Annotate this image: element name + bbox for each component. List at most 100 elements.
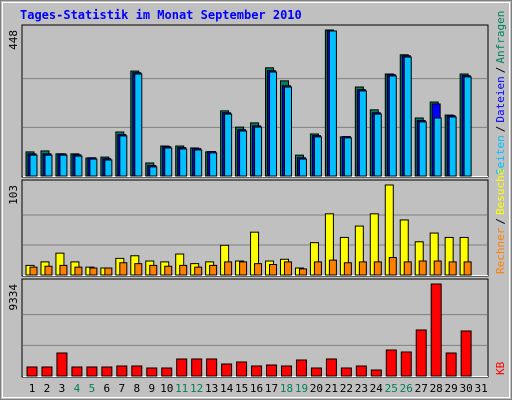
bar: [358, 261, 367, 276]
bar: [283, 261, 292, 276]
x-tick-label: 19: [295, 382, 308, 395]
bar: [44, 154, 53, 177]
x-tick-label: 12: [190, 382, 203, 395]
bar: [179, 264, 188, 276]
x-tick-label: 28: [430, 382, 443, 395]
bar: [134, 73, 143, 177]
bar: [194, 149, 203, 177]
bar: [191, 358, 203, 377]
bar: [161, 367, 173, 377]
bar: [355, 365, 367, 377]
bar: [418, 121, 427, 177]
bar: [310, 367, 322, 377]
bar: [433, 260, 442, 276]
x-tick-label: 17: [265, 382, 278, 395]
bar: [104, 267, 113, 276]
x-tick-label: 26: [400, 382, 413, 395]
bar: [239, 130, 248, 177]
bar: [295, 359, 307, 377]
x-tick-label: 23: [355, 382, 368, 395]
bar: [176, 358, 188, 377]
y-tick-label: 9334: [7, 284, 20, 311]
x-tick-label: 14: [220, 382, 234, 395]
bar: [56, 352, 68, 377]
bar: [164, 147, 173, 177]
bar: [146, 367, 158, 377]
bar: [86, 366, 98, 377]
bar: [74, 266, 83, 276]
x-tick-label: 31: [474, 382, 487, 395]
x-tick-label: 20: [310, 382, 323, 395]
x-tick-label: 3: [59, 382, 66, 395]
x-tick-label: 22: [340, 382, 353, 395]
bar: [415, 329, 427, 377]
bar: [283, 86, 292, 177]
x-tick-label: 7: [119, 382, 126, 395]
legend-entry: Seiten: [494, 135, 507, 175]
panel: [21, 278, 489, 378]
bar: [433, 117, 442, 177]
y-tick-label: 448: [7, 30, 20, 50]
x-tick-label: 1: [29, 382, 36, 395]
bar: [59, 154, 68, 177]
legend-separator: /: [494, 126, 507, 133]
bar: [403, 56, 412, 177]
x-tick-label: 30: [460, 382, 473, 395]
bar: [358, 90, 367, 177]
x-tick-label: 18: [280, 382, 293, 395]
legend-separator: /: [494, 218, 507, 225]
bar: [101, 366, 113, 377]
bar: [29, 154, 38, 177]
bar: [149, 264, 158, 276]
bar: [448, 116, 457, 177]
bar: [280, 365, 292, 377]
bar: [236, 361, 248, 377]
bar: [325, 358, 337, 377]
bar: [59, 264, 68, 276]
bar: [254, 126, 263, 177]
legend-entry: Besuche: [494, 169, 507, 215]
bar: [29, 266, 38, 276]
bar: [385, 349, 397, 377]
legend-entry: Dateien: [494, 76, 507, 122]
bar: [445, 352, 457, 377]
bar: [209, 152, 218, 177]
x-tick-label: 6: [104, 382, 111, 395]
x-tick-label: 24: [370, 382, 384, 395]
x-tick-label: 9: [148, 382, 155, 395]
bar: [89, 267, 98, 276]
x-tick-label: 10: [160, 382, 173, 395]
bar: [179, 148, 188, 177]
bar: [418, 260, 427, 276]
bar: [74, 155, 83, 177]
bar: [448, 261, 457, 276]
bar: [298, 158, 307, 177]
bar: [119, 135, 128, 177]
bar: [400, 351, 412, 377]
bar: [221, 363, 233, 377]
bar: [164, 265, 173, 276]
chart-title: Tages-Statistik im Monat September 2010: [20, 8, 302, 22]
bar: [343, 262, 352, 276]
x-tick-label: 4: [74, 382, 81, 395]
x-tick-label: 13: [205, 382, 218, 395]
bar: [463, 76, 472, 177]
legend-entry: Rechner: [494, 227, 507, 274]
bar: [41, 366, 53, 377]
legend-separator: /: [494, 67, 507, 74]
y-tick-label: 103: [7, 185, 20, 205]
x-tick-label: 8: [133, 382, 140, 395]
bar: [313, 136, 322, 177]
bar: [373, 261, 382, 276]
bar: [209, 264, 218, 276]
legend-entry: KB: [494, 361, 507, 375]
x-tick-label: 25: [385, 382, 398, 395]
bar: [269, 71, 278, 177]
legend: Seiten / Dateien / Anfragen: [494, 11, 507, 175]
bar: [116, 365, 128, 377]
bar: [328, 30, 337, 177]
bar: [430, 283, 442, 377]
x-tick-label: 5: [89, 382, 96, 395]
